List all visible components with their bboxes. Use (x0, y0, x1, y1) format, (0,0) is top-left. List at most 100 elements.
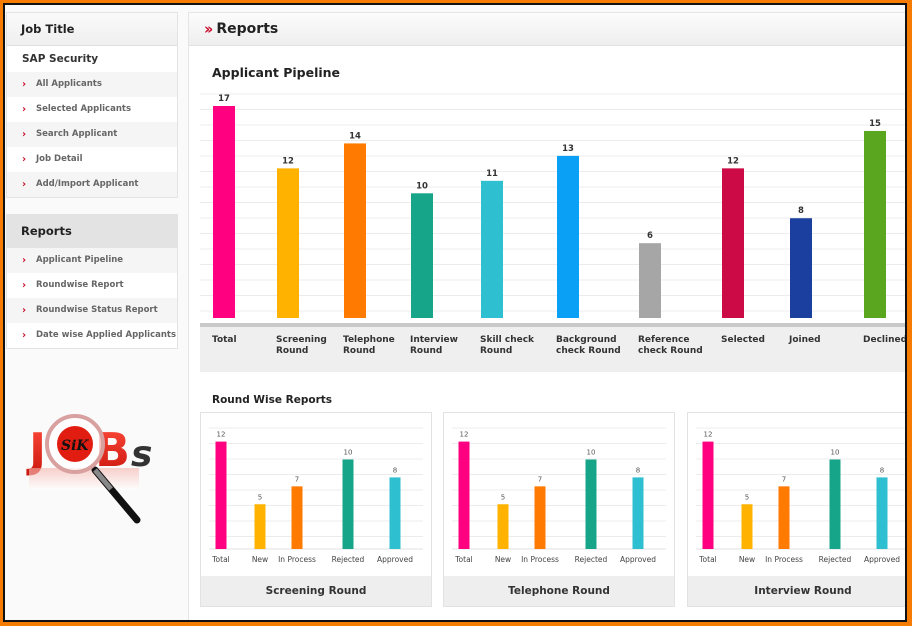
pipeline-category-label: Joined (789, 335, 821, 345)
pipeline-bar (411, 193, 433, 318)
screening-round-chart: 12 5 7 10 8 (209, 427, 423, 550)
pipeline-category-label: Telephone Round (343, 335, 395, 356)
jobs-logo: J B s SiK (26, 414, 152, 524)
round-category-label: In Process (765, 555, 803, 564)
pipeline-category-label: Interview Round (410, 335, 458, 356)
pipeline-category-label: Skill check Round (480, 335, 535, 356)
sidebar-item-all-applicants[interactable]: › All Applicants (7, 72, 177, 97)
bar-value-label: 11 (486, 169, 498, 179)
pipeline-category-label: Reference check Round (638, 335, 703, 356)
pipeline-bar (213, 106, 235, 318)
bar-value-label: 8 (798, 206, 804, 216)
sidebar-item-roundwise-status-report[interactable]: › Roundwise Status Report (7, 298, 177, 323)
svg-text:J: J (26, 423, 46, 477)
round-category-label: Total (212, 555, 230, 564)
bar-value-label: 6 (647, 231, 653, 241)
applicant-pipeline-title: Applicant Pipeline (212, 65, 341, 80)
round-category-label: Approved (377, 555, 413, 564)
pipeline-category-label: Total (212, 335, 237, 345)
chevron-right-icon: › (22, 305, 27, 316)
round-category-label: Total (699, 555, 717, 564)
round-category-label: In Process (521, 555, 559, 564)
sidebar-item-label: Search Applicant (36, 129, 118, 139)
chevron-right-icon: › (22, 280, 27, 291)
bar-value-label: 10 (416, 181, 428, 191)
reports-panel: Reports › Applicant Pipeline › Roundwise R… (6, 214, 178, 349)
round-bar (876, 477, 888, 549)
bar-value-label: 12 (460, 431, 469, 439)
sidebar-item-label: Roundwise Report (36, 280, 124, 290)
svg-text:s: s (131, 434, 152, 475)
page-title: Reports (216, 21, 279, 37)
sidebar-item-label: Applicant Pipeline (36, 255, 124, 265)
telephone-round-chart: 12 5 7 10 8 (452, 427, 666, 550)
bar-value-label: 15 (869, 119, 881, 129)
round-bar (389, 477, 401, 549)
page-header: ›› Reports (189, 13, 905, 46)
sidebar-item-add-import-applicant[interactable]: › Add/Import Applicant (7, 172, 177, 197)
pipeline-bar (790, 218, 812, 318)
bar-value-label: 12 (727, 156, 739, 166)
sidebar-item-label: Selected Applicants (36, 104, 131, 114)
main-panel: ›› Reports Applicant Pipeline 17 12 14 10 11… (188, 12, 905, 620)
interview-round-chart: 12 5 7 10 8 (696, 427, 905, 550)
job-title-header: Job Title (7, 13, 177, 46)
bar-value-label: 10 (587, 449, 596, 457)
sidebar-item-roundwise-report[interactable]: › Roundwise Report (7, 273, 177, 298)
app-canvas: Job Title SAP Security › All Applicants ›… (5, 5, 905, 620)
bar-value-label: 8 (880, 466, 884, 474)
sidebar-item-date-wise-applied-applicants[interactable]: › Date wise Applied Applicants (7, 323, 177, 348)
round-category-label: In Process (278, 555, 316, 564)
round-category-label: Rejected (331, 555, 365, 564)
round-bar (254, 504, 266, 549)
bar-value-label: 12 (217, 431, 226, 439)
bar-value-label: 5 (258, 493, 262, 501)
screening-round-card: 12 5 7 10 8 Screening Round Total New In Proce… (200, 412, 432, 607)
round-category-label: New (738, 555, 756, 564)
applicant-pipeline-chart: 17 12 14 10 11 13 6 12 8 15 (200, 93, 905, 318)
pipeline-category-label: Declined (863, 335, 905, 345)
sidebar-item-job-detail[interactable]: › Job Detail (7, 147, 177, 172)
round-bar (829, 459, 841, 549)
sidebar-item-search-applicant[interactable]: › Search Applicant (7, 122, 177, 147)
sidebar-item-label: All Applicants (36, 79, 102, 89)
sidebar: Job Title SAP Security › All Applicants ›… (6, 12, 178, 349)
bar-value-label: 5 (745, 493, 749, 501)
pipeline-category-band: Total Screening Round Telephone Round Intervi… (200, 323, 905, 372)
bar-value-label: 7 (295, 475, 299, 483)
round-category-label: Approved (620, 555, 656, 564)
sidebar-item-label: Add/Import Applicant (36, 179, 139, 189)
round-category-label: Approved (864, 555, 900, 564)
pipeline-bar (277, 168, 299, 318)
telephone-round-card: 12 5 7 10 8 Telephone Round Total New In Proce… (443, 412, 675, 607)
sidebar-item-applicant-pipeline[interactable]: › Applicant Pipeline (7, 248, 177, 273)
bar-value-label: 10 (831, 449, 840, 457)
round-bar (497, 504, 509, 549)
bar-value-label: 17 (218, 94, 230, 104)
chevron-right-icon: › (22, 154, 27, 165)
pipeline-bar (557, 155, 579, 318)
round-category-label: Rejected (818, 555, 852, 564)
round-category-label: Rejected (574, 555, 608, 564)
sidebar-item-label: Job Detail (36, 154, 83, 164)
pipeline-category-label: Background check Round (556, 335, 621, 356)
pipeline-category-label: Screening Round (276, 335, 327, 356)
pipeline-bar (639, 243, 661, 318)
bar-value-label: 5 (501, 493, 505, 501)
chevron-right-icon: › (22, 104, 27, 115)
pipeline-bar (344, 143, 366, 318)
round-bar (215, 441, 227, 549)
round-bar (534, 486, 546, 549)
bar-value-label: 14 (349, 131, 361, 141)
reports-header: Reports (7, 215, 177, 248)
round-bar (778, 486, 790, 549)
round-bar (458, 441, 470, 549)
bar-value-label: 13 (562, 144, 574, 154)
sidebar-item-selected-applicants[interactable]: › Selected Applicants (7, 97, 177, 122)
reports-menu: › Applicant Pipeline › Roundwise Report › R… (7, 248, 177, 348)
pipeline-bar (481, 180, 503, 318)
round-card-title: Screening Round (201, 576, 431, 606)
pipeline-category-label: Selected (721, 335, 765, 345)
round-bar (632, 477, 644, 549)
bar-value-label: 8 (393, 466, 397, 474)
